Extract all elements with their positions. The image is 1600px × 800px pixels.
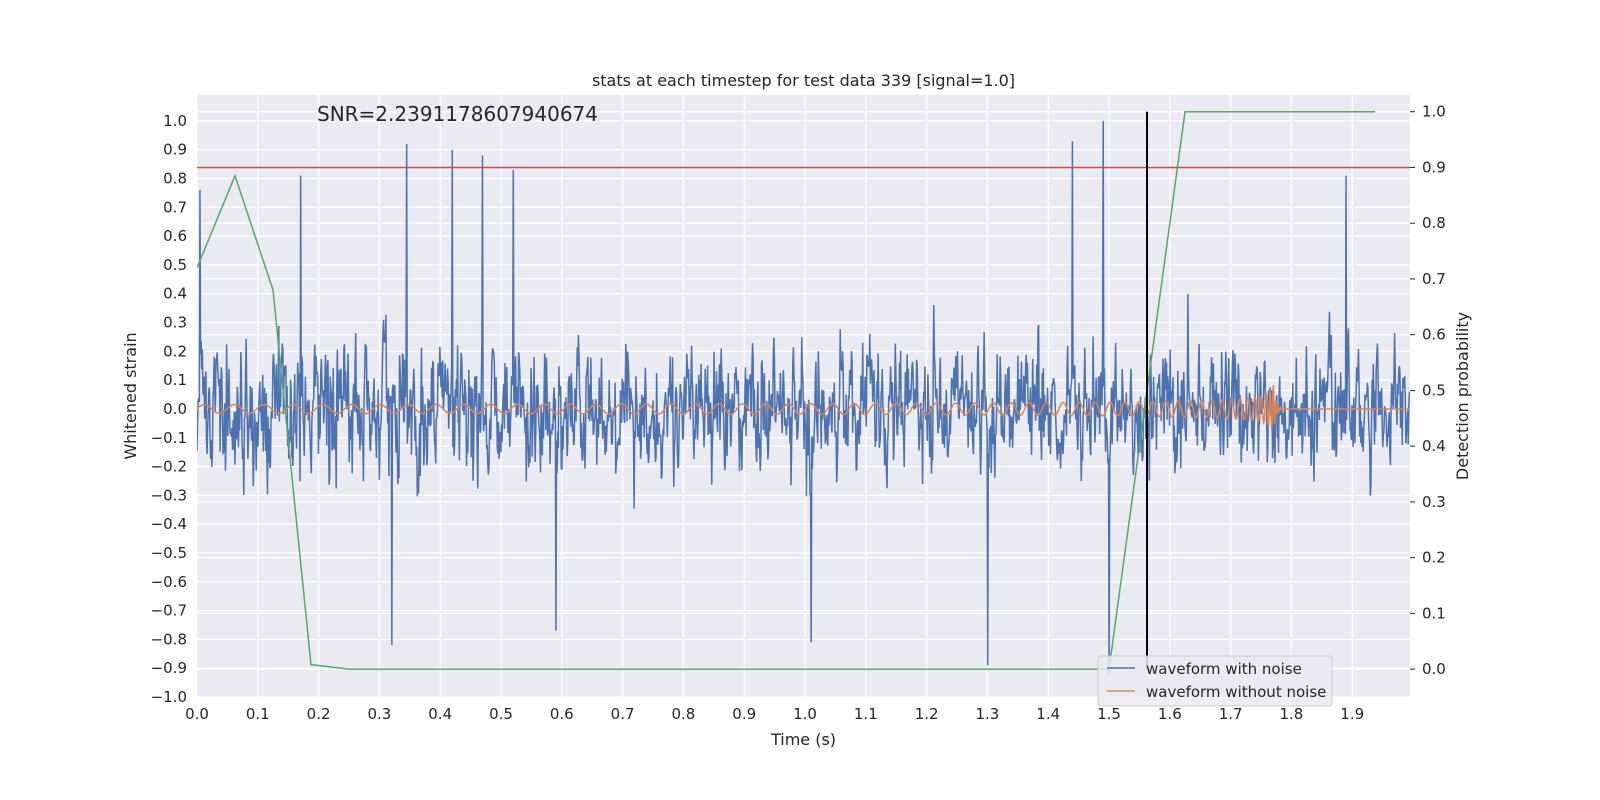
y2-tick-label: 0.5: [1422, 381, 1446, 399]
chart-title: stats at each timestep for test data 339…: [592, 71, 1015, 90]
y-tick-label: −1.0: [151, 688, 187, 706]
legend-label-noisy: waveform with noise: [1146, 660, 1302, 678]
y2-axis-ticks: 1.0 0.9 0.8 0.7 0.6 0.5 0.4 0.3 0.2 0.1 0.0: [1410, 103, 1446, 678]
x-tick-label: 1.8: [1280, 705, 1304, 723]
y2-tick-label: 0.8: [1422, 214, 1446, 232]
y-tick-label: −0.2: [151, 458, 187, 476]
y-tick-label: −0.6: [151, 573, 187, 591]
y-axis-ticks: 1.0 0.9 0.8 0.7 0.6 0.5 0.4 0.3 0.2 0.1 0.0 −0.1 −0.…: [151, 112, 187, 706]
y2-tick-label: 0.3: [1422, 493, 1446, 511]
x-tick-label: 0.3: [367, 705, 391, 723]
y2-tick-label: 0.2: [1422, 549, 1446, 567]
snr-annotation: SNR=2.2391178607940674: [317, 102, 598, 126]
y-tick-label: 0.5: [163, 256, 187, 274]
y-tick-label: 0.7: [163, 198, 187, 216]
series-waveform-with-noise: [197, 120, 1410, 674]
y2-tick-label: 0.9: [1422, 158, 1446, 176]
x-tick-label: 1.0: [793, 705, 817, 723]
x-tick-label: 0.5: [489, 705, 513, 723]
x-tick-label: 0.8: [671, 705, 695, 723]
x-tick-label: 1.6: [1158, 705, 1182, 723]
y2-tick-label: 0.1: [1422, 604, 1446, 622]
y-tick-label: 1.0: [163, 112, 187, 130]
x-axis-label: Time (s): [770, 730, 836, 749]
y-tick-label: −0.5: [151, 544, 187, 562]
x-tick-label: 1.5: [1097, 705, 1121, 723]
legend: waveform with noise waveform without noi…: [1097, 655, 1333, 707]
y-tick-label: 0.4: [163, 285, 187, 303]
y-tick-label: 0.1: [163, 371, 187, 389]
y2-tick-label: 1.0: [1422, 103, 1446, 121]
x-tick-label: 0.7: [611, 705, 635, 723]
legend-box: [1097, 655, 1333, 707]
x-tick-label: 0.2: [307, 705, 331, 723]
x-tick-label: 0.6: [550, 705, 574, 723]
x-tick-label: 1.2: [915, 705, 939, 723]
x-tick-label: 1.9: [1340, 705, 1364, 723]
y-tick-label: 0.3: [163, 314, 187, 332]
y-tick-label: −0.4: [151, 515, 187, 533]
x-tick-label: 1.7: [1219, 705, 1243, 723]
y-tick-label: 0.8: [163, 170, 187, 188]
y-tick-label: −0.3: [151, 486, 187, 504]
x-tick-label: 1.3: [975, 705, 999, 723]
y2-tick-label: 0.6: [1422, 326, 1446, 344]
x-tick-label: 0.1: [246, 705, 270, 723]
y-tick-label: −0.9: [151, 659, 187, 677]
y2-tick-label: 0.0: [1422, 660, 1446, 678]
y-tick-label: −0.1: [151, 429, 187, 447]
y-axis-label: Whitened strain: [121, 332, 140, 459]
legend-label-clean: waveform without noise: [1146, 683, 1326, 701]
series-detection-probability: [197, 110, 1376, 670]
y-tick-label: 0.2: [163, 342, 187, 360]
y2-axis-label: Detection probability: [1453, 312, 1472, 480]
x-tick-label: 1.1: [854, 705, 878, 723]
x-tick-label: 0.9: [732, 705, 756, 723]
y-tick-label: −0.8: [151, 630, 187, 648]
y-tick-label: 0.0: [163, 400, 187, 418]
y2-tick-label: 0.4: [1422, 437, 1446, 455]
y-tick-label: −0.7: [151, 602, 187, 620]
x-tick-label: 1.4: [1036, 705, 1060, 723]
y-tick-label: 0.9: [163, 141, 187, 159]
series-waveform-without-noise: [197, 385, 1410, 429]
x-tick-label: 0.4: [428, 705, 452, 723]
y2-tick-label: 0.7: [1422, 270, 1446, 288]
y-tick-label: 0.6: [163, 227, 187, 245]
x-tick-label: 0.0: [185, 705, 209, 723]
x-axis-ticks: 0.0 0.1 0.2 0.3 0.4 0.5 0.6 0.7 0.8 0.9 1.0 1.1 1.2 1…: [185, 705, 1364, 723]
